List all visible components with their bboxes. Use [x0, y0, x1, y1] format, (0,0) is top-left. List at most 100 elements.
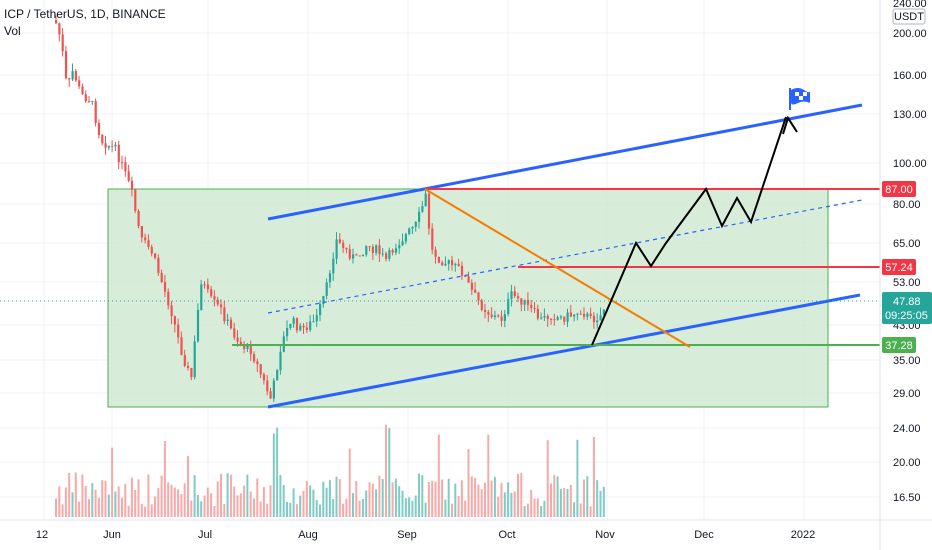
candle-body	[312, 321, 315, 323]
candle-body	[246, 344, 249, 349]
candle-body	[216, 299, 219, 305]
candle-body	[365, 246, 368, 255]
currency-badge[interactable]	[892, 8, 926, 25]
volume-bar	[401, 490, 404, 517]
candle-body	[223, 307, 226, 322]
candle-body	[127, 171, 130, 181]
price-tick-label: 80.00	[893, 199, 921, 211]
volume-bar	[187, 456, 189, 517]
candle-body	[81, 86, 84, 95]
volume-bar	[236, 495, 239, 517]
candle-body	[68, 78, 71, 80]
volume-indicator-label[interactable]: Vol	[4, 24, 21, 38]
candle-body	[328, 273, 332, 283]
candle-body	[124, 162, 127, 172]
volume-bar	[147, 474, 150, 517]
volume-bar	[566, 488, 569, 517]
volume-bar	[249, 491, 252, 517]
volume-bar	[292, 488, 295, 517]
candle-body	[91, 101, 94, 103]
last-price-tag	[882, 292, 932, 324]
volume-bar	[124, 483, 127, 517]
volume-bar	[220, 473, 222, 517]
volume-bar	[517, 473, 519, 517]
volume-bar	[437, 434, 440, 517]
candle-body	[253, 354, 256, 362]
candle-body	[497, 315, 500, 317]
price-axis-ticks: 240.00 200.00 160.00 130.00 100.00 80.00 65.00…	[893, 0, 927, 504]
volume-bar	[394, 478, 397, 517]
volume-bar	[295, 504, 298, 517]
volume-bar	[464, 500, 467, 517]
volume-bar	[167, 482, 170, 517]
volume-bar	[107, 494, 110, 517]
volume-bar	[319, 504, 321, 517]
candle-body	[200, 284, 203, 310]
candle-body	[88, 101, 91, 103]
projection-path[interactable]	[591, 116, 787, 346]
volume-bar	[253, 498, 255, 517]
candle-body	[457, 263, 460, 266]
volume-bar	[583, 479, 585, 517]
volume-bar	[447, 478, 450, 517]
candle-body	[233, 328, 236, 338]
candle-body	[259, 364, 262, 375]
volume-bar	[332, 498, 335, 517]
volume-bar	[64, 487, 67, 517]
volume-bar	[371, 483, 374, 517]
candle-body	[137, 210, 140, 227]
volume-bar	[226, 473, 229, 517]
lower-channel-line[interactable]	[267, 293, 861, 409]
candle-body	[484, 309, 487, 313]
symbol-title[interactable]: ICP / TetherUS, 1D, BINANCE	[4, 7, 166, 21]
candle-body	[487, 312, 490, 315]
volume-bar	[602, 486, 605, 517]
volume-bar	[497, 496, 500, 517]
volume-bar	[127, 505, 130, 517]
volume-bar	[81, 474, 84, 517]
candle-body	[276, 370, 279, 381]
candle-body	[358, 255, 361, 257]
candle-body	[319, 304, 322, 316]
candle-body	[58, 23, 61, 35]
flag-icon[interactable]	[789, 88, 810, 110]
volume-bar	[91, 483, 94, 517]
support-price-tag	[882, 337, 916, 353]
volume-bar	[592, 436, 595, 517]
volume-bar	[563, 488, 566, 517]
volume-bar	[355, 480, 358, 517]
volume-bar	[213, 505, 216, 517]
candle-body	[401, 241, 404, 246]
diagonal-trend-line[interactable]	[424, 188, 691, 348]
volume-bar	[160, 475, 163, 517]
volume-bar	[576, 439, 579, 517]
volume-bar	[579, 503, 582, 517]
volume-bar	[510, 492, 513, 517]
candle-body	[289, 323, 292, 328]
candle-body	[315, 315, 318, 322]
volume-bar	[200, 501, 203, 517]
volume-bar	[243, 485, 246, 517]
candle-body	[467, 276, 470, 283]
candle-body	[523, 299, 526, 305]
volume-bar	[68, 473, 71, 517]
candle-body	[503, 314, 506, 321]
chart-header: ICP / TetherUS, 1D, BINANCE Vol	[4, 6, 166, 40]
upper-channel-line[interactable]	[267, 103, 863, 221]
resistance-price-tag	[882, 181, 916, 197]
volume-bar	[391, 482, 394, 517]
volume-bars	[55, 424, 605, 517]
volume-bar	[206, 487, 209, 517]
candle-body	[134, 189, 137, 211]
candle-body	[292, 318, 295, 324]
price-tick-label: 100.00	[893, 158, 927, 170]
candle-body	[447, 260, 450, 264]
volume-bar	[121, 497, 123, 517]
drawings[interactable]	[0, 103, 880, 409]
time-tick-label: 12	[36, 529, 48, 541]
candle-body	[302, 325, 305, 328]
volume-bar	[480, 489, 483, 517]
volume-bar	[134, 489, 137, 517]
volume-bar	[309, 485, 312, 517]
